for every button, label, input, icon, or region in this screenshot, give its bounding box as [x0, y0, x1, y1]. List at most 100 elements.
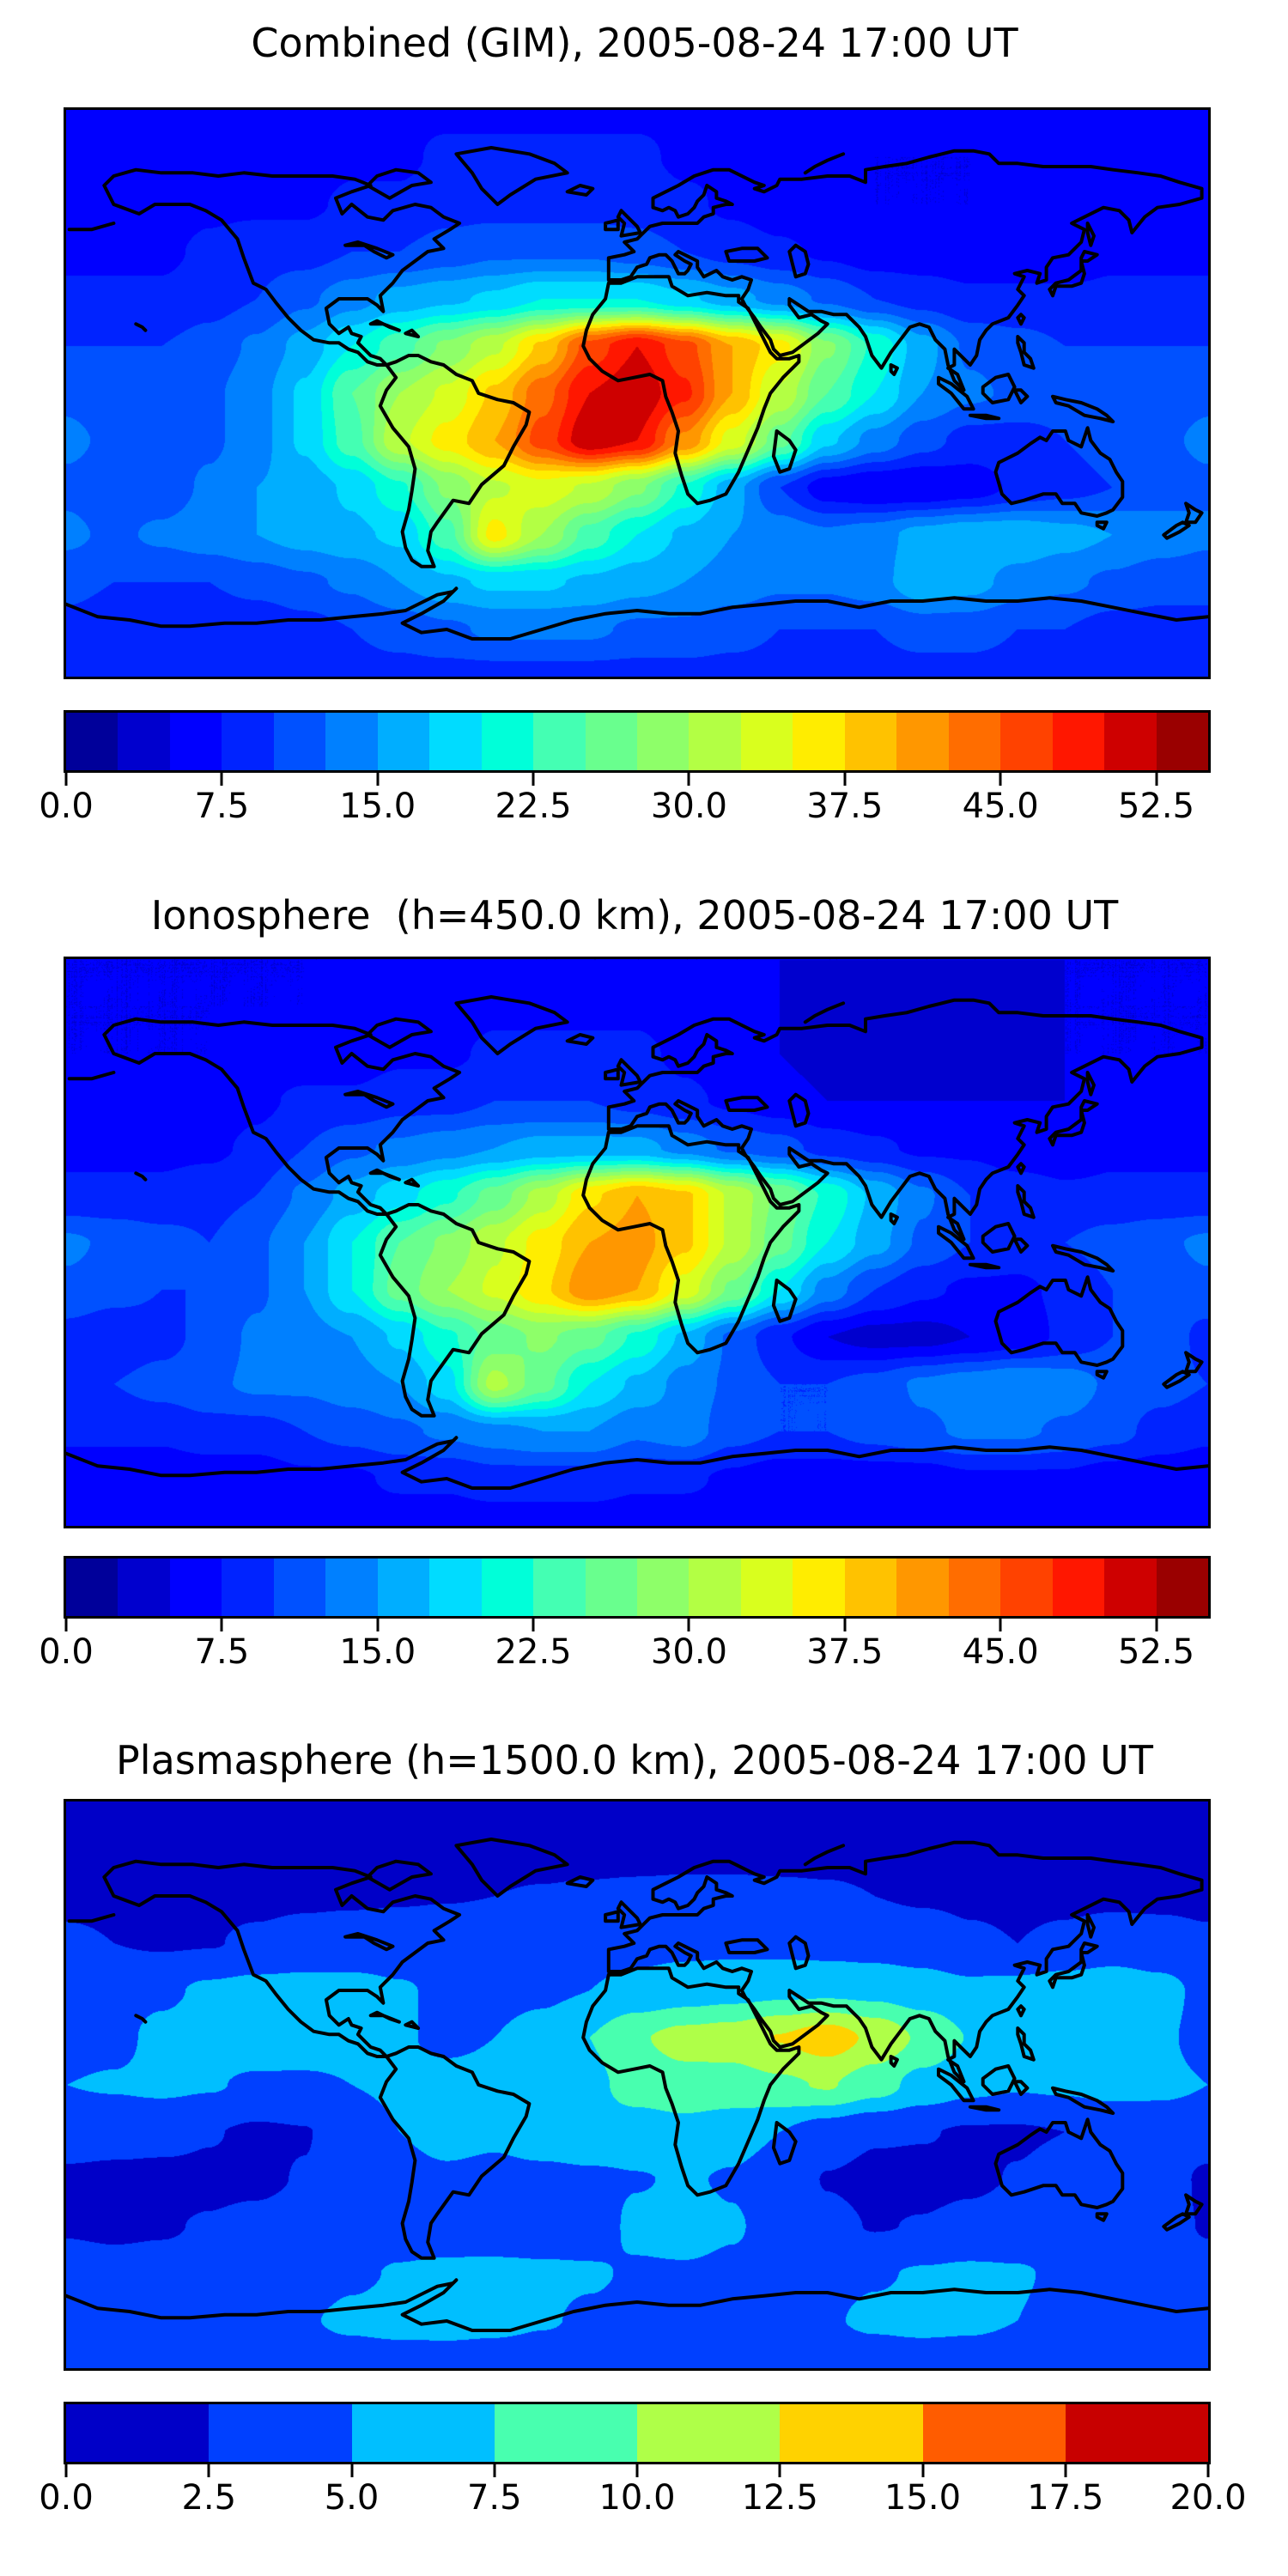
- colorbar-segment: [325, 1558, 378, 1616]
- colorbar-tick-label: 45.0: [962, 1632, 1039, 1672]
- colorbar-segment: [118, 713, 170, 770]
- coastline-path: [66, 995, 1208, 1490]
- colorbar-tick-label: 7.5: [466, 2478, 522, 2518]
- coastline-path: [66, 146, 1208, 641]
- colorbar-ticks-combined: 0.0 7.5 15.0 22.5 30.0 37.5 45.0 52.5: [39, 773, 1208, 826]
- colorbar-tick-mark: [687, 773, 690, 786]
- colorbar-tick-mark: [64, 1619, 68, 1631]
- colorbar-segment: [169, 713, 222, 770]
- colorbar-tick-label: 15.0: [884, 2478, 962, 2518]
- colorbar-tick-mark: [532, 773, 535, 786]
- colorbar-segment: [896, 1558, 949, 1616]
- colorbar-tick-mark: [64, 773, 68, 786]
- colorbar-tick-mark: [843, 773, 847, 786]
- colorbar-segment: [740, 713, 793, 770]
- colorbar-segment: [896, 713, 949, 770]
- colorbar-tick-mark: [1206, 2464, 1210, 2477]
- colorbar-tick-mark: [778, 2464, 781, 2477]
- colorbar-segment: [377, 1558, 430, 1616]
- colorbar-segment: [948, 1558, 1001, 1616]
- colorbar-ionosphere: [64, 1556, 1211, 1619]
- colorbar-segment: [637, 2404, 781, 2462]
- colorbar-tick-label: 52.5: [1118, 1632, 1195, 1672]
- colorbar-tick-mark: [999, 1619, 1002, 1631]
- colorbar-segment: [948, 713, 1001, 770]
- colorbar-segment: [209, 2404, 352, 2462]
- colorbar-segment: [222, 1558, 274, 1616]
- colorbar-segment: [494, 2404, 637, 2462]
- colorbar-segment: [1104, 713, 1157, 770]
- colorbar-tick-label: 0.0: [39, 1632, 94, 1672]
- map-ionosphere: [64, 957, 1211, 1528]
- map-combined: [64, 107, 1211, 679]
- colorbar-tick-label: 15.0: [339, 1632, 416, 1672]
- colorbar-segment: [66, 1558, 118, 1616]
- colorbar-segment: [844, 1558, 897, 1616]
- panel-title-combined: Combined (GIM), 2005-08-24 17:00 UT: [251, 20, 1018, 66]
- colorbar-segment: [118, 1558, 170, 1616]
- colorbar-segment: [351, 2404, 495, 2462]
- colorbar-tick-label: 45.0: [962, 787, 1039, 826]
- colorbar-tick-mark: [207, 2464, 210, 2477]
- colorbar-combined: [64, 710, 1211, 773]
- colorbar-segment: [1065, 2404, 1208, 2462]
- colorbar-segment: [585, 713, 637, 770]
- colorbar-segment: [1000, 713, 1053, 770]
- colorbar-tick-label: 7.5: [194, 787, 250, 826]
- colorbar-segment: [636, 713, 690, 770]
- colorbar-segment: [793, 713, 845, 770]
- colorbar-tick-label: 10.0: [598, 2478, 676, 2518]
- colorbar-tick-mark: [64, 2464, 68, 2477]
- colorbar-segment: [844, 713, 897, 770]
- colorbar-tick-label: 15.0: [339, 787, 416, 826]
- colorbar-tick-mark: [687, 1619, 690, 1631]
- colorbar-tick-label: 37.5: [806, 787, 884, 826]
- colorbar-segment: [66, 2404, 210, 2462]
- colorbar-segment: [169, 1558, 222, 1616]
- colorbar-plasmasphere: [64, 2402, 1211, 2464]
- map-plasmasphere: [64, 1799, 1211, 2371]
- panel-title-ionosphere: Ionosphere (h=450.0 km), 2005-08-24 17:0…: [150, 892, 1119, 939]
- colorbar-segment: [793, 1558, 845, 1616]
- colorbar-tick-label: 52.5: [1118, 787, 1195, 826]
- colorbar-tick-mark: [999, 773, 1002, 786]
- colorbar-segment: [66, 713, 118, 770]
- colorbar-tick-mark: [921, 2464, 924, 2477]
- coastlines-overlay-ionosphere: [66, 995, 1208, 1490]
- panel-title-plasmasphere: Plasmasphere (h=1500.0 km), 2005-08-24 1…: [116, 1737, 1153, 1783]
- colorbar-tick-mark: [220, 773, 223, 786]
- colorbar-tick-label: 0.0: [39, 2478, 94, 2518]
- colorbar-tick-label: 30.0: [650, 787, 727, 826]
- colorbar-tick-mark: [1155, 1619, 1158, 1631]
- colorbar-tick-mark: [843, 1619, 847, 1631]
- colorbar-segment: [689, 713, 741, 770]
- colorbar-ticks-plasmasphere: 0.0 2.5 5.0 7.5 10.0 12.5 15.0 17.5 20.0: [39, 2464, 1247, 2518]
- colorbar-tick-mark: [220, 1619, 223, 1631]
- colorbar-tick-mark: [532, 1619, 535, 1631]
- colorbar-tick-label: 20.0: [1170, 2478, 1247, 2518]
- colorbar-tick-label: 7.5: [194, 1632, 250, 1672]
- colorbar-segment: [481, 1558, 534, 1616]
- colorbar-segment: [585, 1558, 637, 1616]
- coastlines-overlay-plasmasphere: [66, 1838, 1208, 2332]
- colorbar-segment: [533, 1558, 586, 1616]
- colorbar-segment: [689, 1558, 741, 1616]
- colorbar-tick-mark: [493, 2464, 496, 2477]
- colorbar-segment: [1052, 713, 1105, 770]
- colorbar-segment: [273, 1558, 326, 1616]
- colorbar-tick-label: 22.5: [495, 787, 572, 826]
- coastlines-overlay-combined: [66, 146, 1208, 641]
- colorbar-segment: [377, 713, 430, 770]
- colorbar-segment: [533, 713, 586, 770]
- colorbar-segment: [740, 1558, 793, 1616]
- colorbar-tick-mark: [1064, 2464, 1067, 2477]
- colorbar-segment: [780, 2404, 923, 2462]
- colorbar-segment: [922, 2404, 1066, 2462]
- colorbar-segment: [481, 713, 534, 770]
- colorbar-tick-label: 37.5: [806, 1632, 884, 1672]
- colorbar-segment: [222, 713, 274, 770]
- colorbar-segment: [1000, 1558, 1053, 1616]
- colorbar-tick-mark: [376, 773, 380, 786]
- colorbar-segment: [325, 713, 378, 770]
- colorbar-tick-label: 0.0: [39, 787, 94, 826]
